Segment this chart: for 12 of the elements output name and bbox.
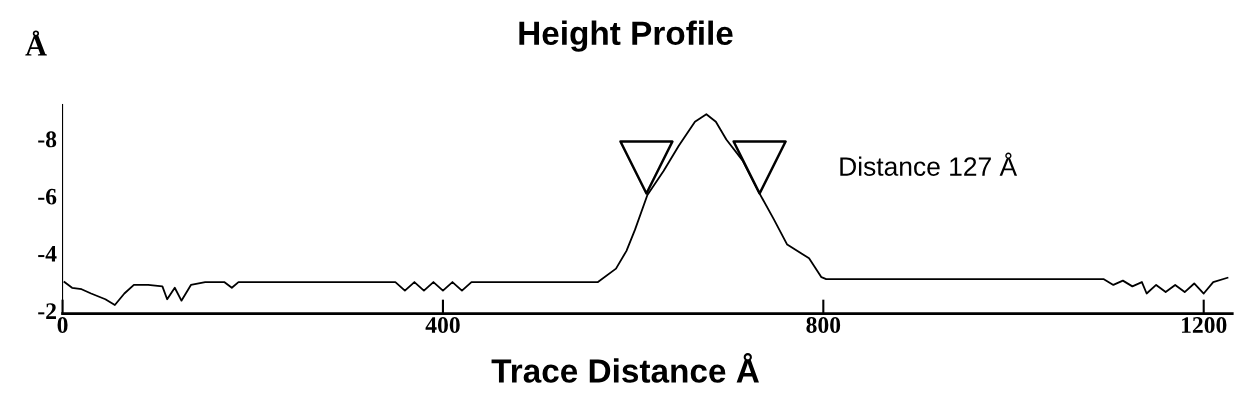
y-tick-label: -2 [38,303,56,319]
x-axis-title: Trace Distance Å [491,353,759,383]
y-tick-label: -6 [38,188,57,205]
annotation: Distance 127 Å [840,152,1018,176]
y-tick-label: -8 [38,131,57,148]
x-tick-label: 400 [425,317,460,333]
x-tick-label: 800 [806,317,841,333]
y-axis-title: Å [25,30,47,56]
y-tick-label: -4 [38,246,57,262]
x-tick-label: 0 [57,317,68,333]
x-tick-label: 1200 [1181,317,1227,333]
chart-title: Height Profile [519,20,733,52]
